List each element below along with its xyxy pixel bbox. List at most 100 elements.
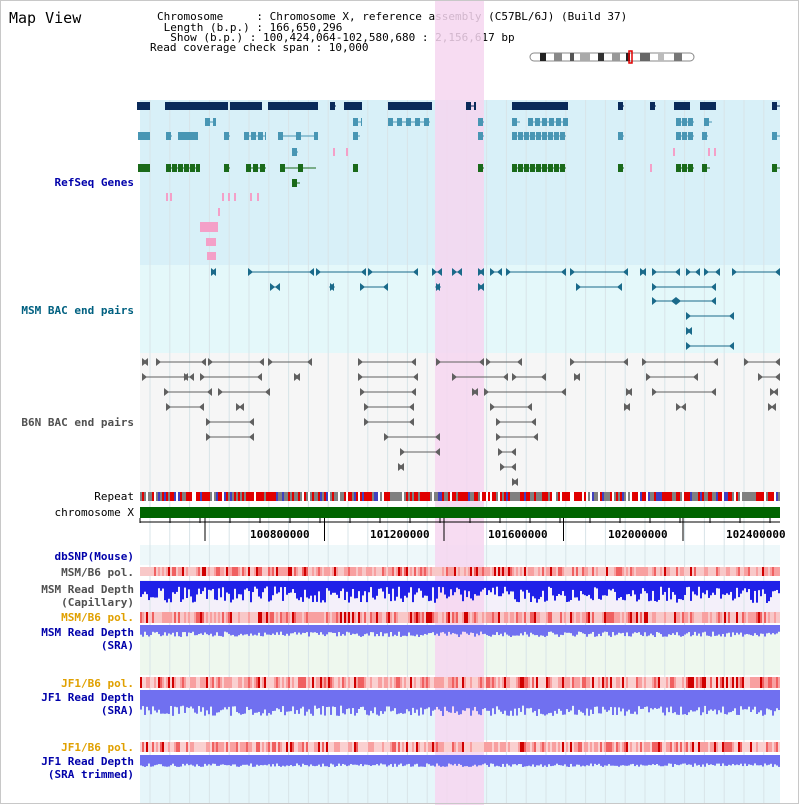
read-depth-bar	[676, 625, 678, 633]
polymorphism-cell	[588, 567, 590, 576]
read-depth-bar	[710, 690, 712, 710]
polymorphism-cell	[520, 677, 522, 688]
polymorphism-cell	[292, 567, 294, 576]
polymorphism-cell	[506, 677, 508, 688]
gene-exon	[359, 102, 362, 110]
repeat-segment	[432, 492, 434, 501]
read-depth-bar	[246, 625, 248, 635]
read-depth-bar	[552, 581, 554, 596]
read-depth-bar	[778, 625, 780, 632]
read-depth-bar	[480, 690, 482, 716]
gene-exon	[548, 102, 553, 110]
gene-exon	[772, 164, 777, 172]
repeat-segment	[192, 492, 194, 501]
polymorphism-cell	[684, 742, 686, 752]
polymorphism-cell	[288, 612, 290, 623]
read-depth-bar	[382, 755, 384, 765]
polymorphism-cell	[656, 677, 658, 688]
repeat-segment	[514, 492, 516, 501]
gene-exon	[314, 132, 318, 140]
polymorphism-cell	[364, 612, 366, 623]
read-depth-bar	[254, 690, 256, 713]
polymorphism-cell	[196, 612, 198, 623]
polymorphism-cell	[280, 612, 282, 623]
read-depth-bar	[290, 755, 292, 766]
polymorphism-cell	[286, 612, 288, 623]
read-depth-bar	[412, 690, 414, 708]
polymorphism-cell	[662, 677, 664, 688]
read-depth-bar	[316, 581, 318, 602]
polymorphism-cell	[474, 567, 476, 576]
polymorphism-cell	[184, 677, 186, 688]
polymorphism-cell	[424, 677, 426, 688]
read-depth-bar	[392, 581, 394, 589]
polymorphism-cell	[738, 742, 740, 752]
read-depth-bar	[294, 755, 296, 766]
read-depth-bar	[388, 755, 390, 766]
read-depth-bar	[756, 755, 758, 766]
read-depth-bar	[672, 690, 674, 714]
gene-exon	[676, 164, 681, 172]
gene-exon	[166, 164, 171, 172]
read-depth-bar	[468, 755, 470, 767]
chromosome-ideogram[interactable]	[528, 50, 698, 64]
polymorphism-cell	[316, 567, 318, 576]
polymorphism-cell	[328, 612, 330, 623]
bac-end-marker	[257, 373, 262, 381]
polymorphism-cell	[408, 612, 410, 623]
polymorphism-cell	[590, 612, 592, 623]
polymorphism-cell	[720, 742, 722, 752]
read-depth-bar	[248, 625, 250, 636]
read-depth-bar	[634, 690, 636, 712]
polymorphism-cell	[510, 742, 512, 752]
polymorphism-cell	[286, 742, 288, 752]
read-depth-bar	[762, 625, 764, 634]
polymorphism-cell	[398, 677, 400, 688]
polymorphism-cell	[460, 742, 462, 752]
bac-end-marker	[473, 388, 478, 396]
track-label-refseq[interactable]: RefSeq Genes	[54, 176, 134, 189]
read-depth-bar	[550, 755, 552, 767]
read-depth-bar	[546, 755, 548, 767]
polymorphism-cell	[616, 677, 618, 688]
repeat-segment	[518, 492, 520, 501]
read-depth-bar	[504, 581, 506, 587]
repeat-segment	[772, 492, 774, 501]
repeat-segment	[618, 492, 620, 501]
repeat-segment	[410, 492, 412, 501]
gene-exon	[542, 164, 547, 172]
read-depth-bar	[724, 690, 726, 714]
read-depth-bar	[186, 690, 188, 708]
read-depth-bar	[174, 625, 176, 637]
read-depth-bar	[638, 690, 640, 707]
gene-exon	[549, 118, 554, 126]
read-depth-bar	[666, 581, 668, 601]
bac-end-marker	[435, 433, 440, 441]
bac-end-marker	[361, 268, 366, 276]
read-depth-bar	[600, 625, 602, 637]
read-depth-bar	[510, 755, 512, 767]
read-depth-bar	[432, 755, 434, 766]
read-depth-bar	[420, 690, 422, 708]
polymorphism-cell	[756, 677, 758, 688]
repeat-segment	[778, 492, 780, 501]
polymorphism-cell	[158, 677, 160, 688]
track-label-msm-bac[interactable]: MSM BAC end pairs	[21, 304, 134, 317]
polymorphism-cell	[312, 612, 314, 623]
bac-end-marker	[681, 403, 686, 411]
track-label-b6n-bac[interactable]: B6N BAC end pairs	[21, 416, 134, 429]
track-label-dbsnp[interactable]: dbSNP(Mouse)	[54, 550, 134, 563]
read-depth-bar	[350, 581, 352, 597]
read-depth-bar	[662, 690, 664, 713]
read-depth-bar	[700, 755, 702, 767]
polymorphism-cell	[272, 567, 274, 576]
polymorphism-cell	[328, 742, 330, 752]
read-depth-bar	[724, 581, 726, 595]
polymorphism-cell	[322, 677, 324, 688]
polymorphism-cell	[620, 567, 622, 576]
gene-exon	[283, 102, 288, 110]
read-depth-bar	[708, 755, 710, 765]
repeat-segment	[198, 492, 200, 501]
read-depth-bar	[406, 581, 408, 598]
